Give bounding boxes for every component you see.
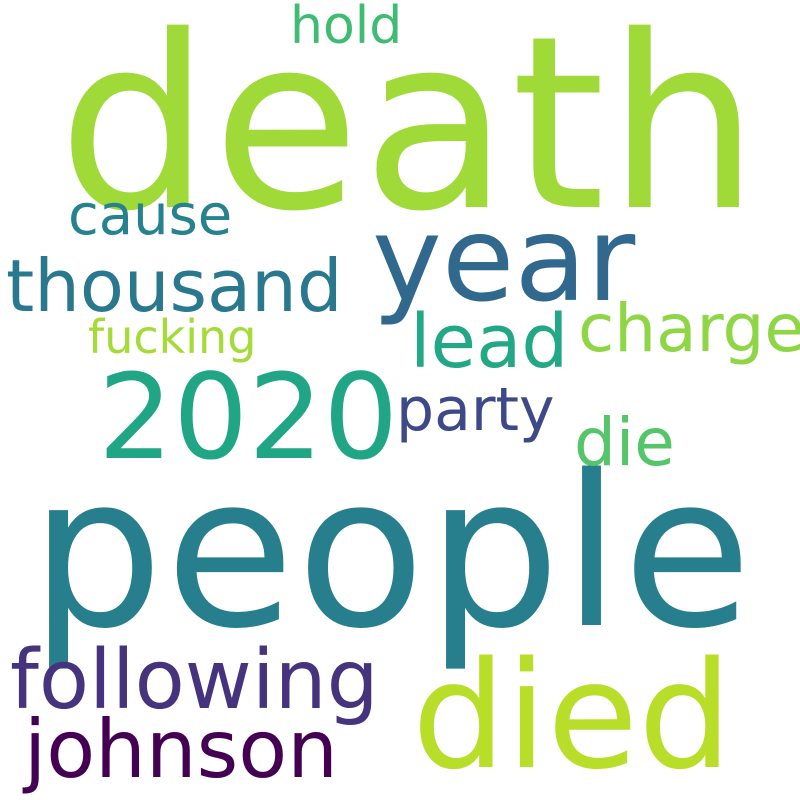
word-charge: charge (578, 290, 800, 367)
word-people: people (30, 430, 754, 675)
word-death: death (58, 0, 762, 264)
word-party: party (396, 375, 555, 445)
word-thousand: thousand (6, 244, 343, 328)
word-following: following (10, 633, 379, 728)
word-johnson: johnson (24, 703, 338, 796)
word-fucking: fucking (88, 310, 257, 364)
word-lead: lead (410, 299, 569, 385)
word-cause: cause (68, 183, 233, 248)
word-hold: hold (290, 0, 403, 56)
word-die: die (574, 404, 675, 481)
word-2020: 2020 (98, 348, 399, 486)
word-died: died (412, 630, 733, 800)
word-year: year (372, 190, 636, 328)
